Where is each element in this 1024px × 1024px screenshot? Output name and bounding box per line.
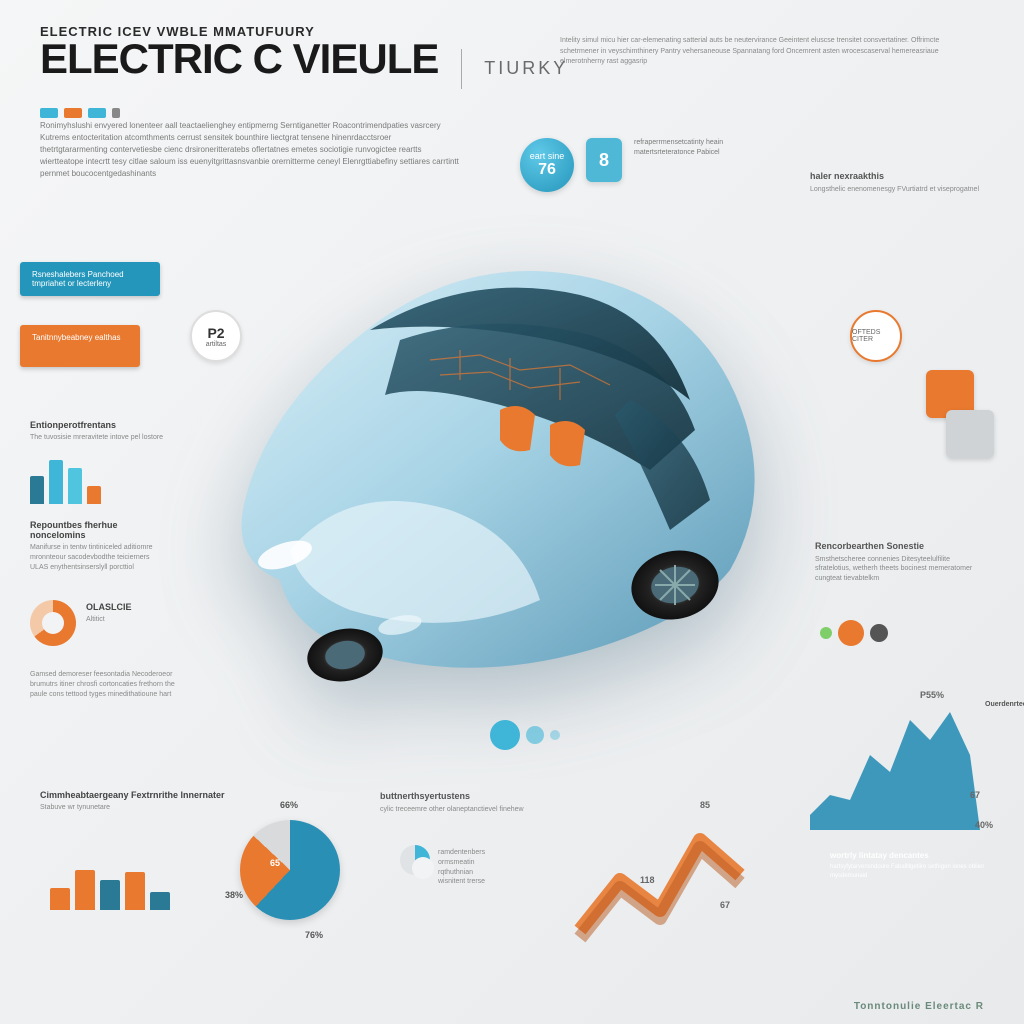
section-desc: Altitict (86, 615, 156, 625)
subtitle: TIURKY (484, 58, 568, 79)
bubble (526, 726, 544, 744)
donut-orange (30, 600, 76, 646)
pie-chart (240, 820, 340, 920)
bar-chart-1 (30, 460, 101, 504)
bar (49, 460, 63, 504)
area-label: P55% (920, 690, 944, 700)
bubble-cluster (820, 620, 888, 646)
stat-badge-square: 8 (586, 138, 622, 182)
line3d-chart (570, 810, 760, 950)
bar (100, 880, 120, 910)
bubble (838, 620, 864, 646)
callout-label: OFTEDS CITER (852, 329, 900, 343)
area-side-note: Ouerdenrteeng (985, 700, 1020, 712)
section-title: Repountbes fherhue noncelomins (30, 520, 165, 540)
stat-badge-circle: eart sine 76 (520, 138, 574, 192)
pie-center: 65 (270, 858, 280, 868)
ev-car-illustration (170, 200, 790, 720)
bullet-list: ramdentenbers ormsmeatin rqthuthnian wis… (438, 848, 568, 887)
title-divider (461, 49, 462, 89)
tag-orange: Tanitnnybeabney ealthas (20, 325, 140, 367)
note-right-mid: Rencorbearthen Sonestie Smsthetscheree c… (815, 540, 985, 584)
bar (30, 476, 44, 504)
section-desc: The tuvosisie mreravitete intove pel los… (30, 433, 165, 443)
section-subtitle: Stabuve wr tynunetare (40, 803, 240, 813)
badge-value: 76 (538, 161, 556, 179)
line-label: 85 (700, 800, 710, 810)
mini-icon (40, 108, 58, 118)
tag-blue: Rsneshalebers Panchoed tmpriahet or lect… (20, 262, 160, 296)
note-body: Smsthetscheree connenies Ditesyteelulfil… (815, 555, 985, 584)
area-chart (810, 700, 980, 830)
section-desc: Manifurse in tentw tintiniceled aditiomr… (30, 543, 165, 572)
section-1: Entionperotfrentans The tuvosisie mrerav… (30, 420, 165, 443)
note-heading: Ouerdenrteeng (985, 700, 1020, 710)
icon-strip (40, 108, 120, 118)
pie-label: 66% (280, 800, 298, 810)
note-body: Gamsed demoreser feesontadia Necoderoeor… (30, 670, 180, 699)
top-description: Intelity simul micu hier car-elemenating… (560, 36, 980, 68)
note-right-1: haler nexraakthis Longsthelic enenomenes… (810, 170, 980, 194)
section-title: Cimmheabtaergeany Fextrnrithe lnnernater (40, 790, 240, 800)
mini-icon (64, 108, 82, 118)
bar (150, 892, 170, 910)
intro-text: Ronimyhslushi envyered lonenteer aall te… (40, 120, 460, 180)
area-bottom-note: wortrly lintatay dencantes hartsyfytarve… (830, 850, 990, 880)
footer-brand: Tonntonulie Eleertac R (854, 1001, 984, 1012)
bar (87, 486, 101, 504)
bar (50, 888, 70, 910)
note-body: cylic treceemre other olaneptanctievel f… (380, 805, 530, 815)
mini-icon (88, 108, 106, 118)
note-heading: wortrly lintatay dencantes (830, 850, 990, 861)
badge-value: 8 (599, 150, 609, 171)
bubble-cluster-2 (490, 720, 560, 750)
bullet: ormsmeatin (438, 858, 568, 868)
donut-mini (400, 845, 430, 875)
bubble (550, 730, 560, 740)
pie-label: 38% (225, 890, 243, 900)
bottom-left-section: Cimmheabtaergeany Fextrnrithe lnnernater… (40, 790, 240, 813)
section-3: OLASLCIE Altitict (86, 602, 156, 625)
mini-icon (112, 108, 120, 118)
bullet: rqthuthnian (438, 868, 568, 878)
callout-right: OFTEDS CITER (850, 310, 902, 362)
tag-line: Rsneshalebers Panchoed (32, 270, 148, 279)
main-title: ELECTRIC C VIEULE (40, 35, 438, 82)
bar (75, 870, 95, 910)
note-body: Longsthelic enenomenesgy FVurtiatrd et v… (810, 185, 980, 195)
tag-line: tmpriahet or lecterleny (32, 279, 148, 288)
section-title: Entionperotfrentans (30, 420, 165, 430)
mid-bottom-note: buttnerthsyertustens cylic treceemre oth… (380, 790, 530, 814)
note-body: hartsyfytarvensndoure Faballllgetiire se… (830, 863, 990, 880)
section-2: Repountbes fherhue noncelomins Manifurse… (30, 520, 165, 572)
line-label: 67 (720, 900, 730, 910)
area-label: 40% (975, 820, 993, 830)
bubble (490, 720, 520, 750)
section-title: OLASLCIE (86, 602, 156, 612)
tag-text: Tanitnnybeabney ealthas (32, 333, 121, 342)
badge-label: eart sine (530, 151, 565, 161)
note-heading: Rencorbearthen Sonestie (815, 540, 985, 553)
sticky-grey (946, 410, 994, 458)
badge-row: eart sine 76 8 refraperrmensetcatinty he… (520, 138, 764, 192)
bar (125, 872, 145, 910)
bullet: ramdentenbers (438, 848, 568, 858)
car-svg (170, 200, 790, 720)
note-heading: haler nexraakthis (810, 170, 980, 183)
bullet: wisnitent trerse (438, 877, 568, 887)
line-label: 118 (640, 875, 655, 885)
badge-description: refraperrmensetcatinty heain matertsrtet… (634, 138, 764, 158)
area-label: 67 (970, 790, 980, 800)
bubble (870, 624, 888, 642)
note-heading: buttnerthsyertustens (380, 790, 530, 803)
pie-label: 76% (305, 930, 323, 940)
bar-chart-2 (50, 870, 170, 910)
left-bottom-note: Gamsed demoreser feesontadia Necoderoeor… (30, 670, 180, 699)
bar (68, 468, 82, 504)
bubble (820, 627, 832, 639)
